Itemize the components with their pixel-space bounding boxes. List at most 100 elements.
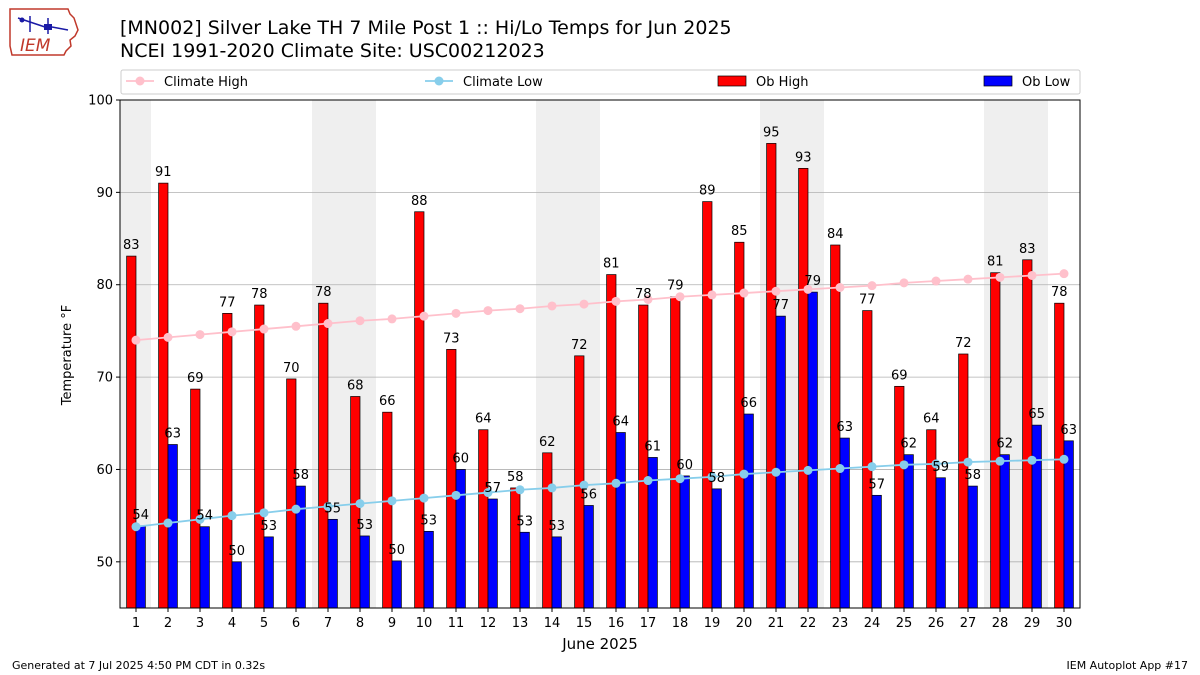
ob-high-bar-25 xyxy=(894,385,905,609)
ob-low-bar-23 xyxy=(839,437,850,609)
climate-low-point-5 xyxy=(259,508,269,518)
ob-high-label-20: 85 xyxy=(731,224,748,239)
climate-high-point-26 xyxy=(931,276,941,286)
climate-lines xyxy=(131,269,1069,532)
climate-high-point-16 xyxy=(611,296,621,306)
climate-high-line xyxy=(135,272,1065,342)
ob-low-label-9: 50 xyxy=(388,543,405,558)
ob-high-bar-12 xyxy=(478,429,489,609)
climate-low-point-29 xyxy=(1027,455,1037,465)
ob-high-bar-13 xyxy=(510,487,521,609)
climate-high-point-30 xyxy=(1059,269,1069,279)
climate-low-point-14 xyxy=(547,483,557,493)
ob-low-bar-27 xyxy=(967,485,978,609)
ob-high-bar-1 xyxy=(126,255,137,609)
ob-high-label-17: 78 xyxy=(635,287,652,302)
ob-low-bar-15 xyxy=(583,505,594,609)
x-tick-label-9: 9 xyxy=(388,616,396,631)
climate-high-point-7 xyxy=(323,319,333,329)
plot-frame xyxy=(119,99,1081,609)
climate-low-point-23 xyxy=(835,464,845,474)
legend-label-ob-low: Ob Low xyxy=(1022,75,1071,90)
ob-high-label-22: 93 xyxy=(795,150,812,165)
ob-high-label-7: 78 xyxy=(315,285,332,300)
ob-high-label-15: 72 xyxy=(571,338,588,353)
climate-high-point-2 xyxy=(163,332,173,342)
ob-low-label-17: 61 xyxy=(644,439,661,454)
climate-high-point-8 xyxy=(355,316,365,326)
legend-label-climate-high: Climate High xyxy=(164,75,248,90)
bar-value-labels: 83 54 91 63 69 54 77 50 78 53 70 58 78 55 68 53 66 50 88 53… xyxy=(123,125,1077,558)
x-tick-label-13: 13 xyxy=(512,616,529,631)
legend-marker-climate-low xyxy=(434,76,444,86)
x-tick-label-14: 14 xyxy=(544,616,561,631)
ob-high-label-2: 91 xyxy=(155,165,172,180)
ob-low-bar-25 xyxy=(903,454,914,609)
ob-high-bar-29 xyxy=(1022,259,1033,609)
ob-bars xyxy=(126,143,1074,609)
ob-low-bar-19 xyxy=(711,488,722,609)
y-tick-label-60: 60 xyxy=(96,463,113,478)
legend-label-ob-high: Ob High xyxy=(756,75,809,90)
climate-high-point-17 xyxy=(643,295,653,305)
climate-low-point-18 xyxy=(675,474,685,484)
climate-high-point-28 xyxy=(995,272,1005,282)
climate-low-point-30 xyxy=(1059,454,1069,464)
x-tick-label-29: 29 xyxy=(1024,616,1041,631)
y-axis: 50 60 70 80 90 100 xyxy=(88,94,120,570)
climate-low-point-11 xyxy=(451,490,461,500)
ob-low-label-10: 53 xyxy=(420,513,437,528)
footer-app: IEM Autoplot App #17 xyxy=(1066,659,1189,672)
ob-low-bar-13 xyxy=(519,531,530,609)
climate-low-point-21 xyxy=(771,467,781,477)
ob-low-label-24: 57 xyxy=(868,477,885,492)
legend-swatch-ob-low xyxy=(983,75,1013,87)
ob-low-bar-9 xyxy=(391,560,402,609)
climate-high-point-22 xyxy=(803,284,813,294)
climate-low-point-13 xyxy=(515,485,525,495)
climate-high-point-20 xyxy=(739,288,749,298)
ob-low-label-30: 63 xyxy=(1060,423,1077,438)
ob-high-label-29: 83 xyxy=(1019,242,1036,257)
x-tick-label-15: 15 xyxy=(576,616,593,631)
chart-title: [MN002] Silver Lake TH 7 Mile Post 1 :: … xyxy=(120,17,732,39)
y-tick-label-50: 50 xyxy=(96,555,113,570)
ob-low-label-14: 53 xyxy=(548,519,565,534)
ob-low-bar-22 xyxy=(807,291,818,609)
x-tick-label-22: 22 xyxy=(800,616,817,631)
x-tick-label-25: 25 xyxy=(896,616,913,631)
iem-logo: IEM xyxy=(9,8,79,56)
x-tick-label-16: 16 xyxy=(608,616,625,631)
climate-low-point-16 xyxy=(611,478,621,488)
climate-high-point-21 xyxy=(771,286,781,296)
ob-low-bar-29 xyxy=(1031,424,1042,609)
ob-low-bar-3 xyxy=(199,526,210,609)
ob-low-label-28: 62 xyxy=(996,437,1013,452)
ob-high-label-5: 78 xyxy=(251,287,268,302)
climate-low-point-28 xyxy=(995,456,1005,466)
climate-low-point-27 xyxy=(963,457,973,467)
y-tick-label-100: 100 xyxy=(88,94,113,109)
ob-low-bar-10 xyxy=(423,530,434,609)
climate-high-point-6 xyxy=(291,321,301,331)
ob-low-label-19: 58 xyxy=(708,471,725,486)
ob-high-label-1: 83 xyxy=(123,238,140,253)
x-tick-label-8: 8 xyxy=(356,616,364,631)
ob-high-bar-4 xyxy=(222,313,233,609)
ob-low-label-18: 60 xyxy=(676,458,693,473)
climate-low-point-3 xyxy=(195,514,205,524)
footer-generated: Generated at 7 Jul 2025 4:50 PM CDT in 0… xyxy=(12,659,266,672)
climate-high-point-18 xyxy=(675,292,685,302)
ob-low-bar-5 xyxy=(263,536,274,609)
ob-high-label-18: 79 xyxy=(667,279,684,294)
ob-high-label-21: 95 xyxy=(763,125,780,140)
ob-high-bar-18 xyxy=(670,296,681,609)
climate-high-point-27 xyxy=(963,274,973,284)
y-tick-label-70: 70 xyxy=(96,371,113,386)
ob-high-label-16: 81 xyxy=(603,257,620,272)
ob-high-label-24: 77 xyxy=(859,293,876,308)
ob-low-label-13: 53 xyxy=(516,514,533,529)
ob-low-label-11: 60 xyxy=(452,451,469,466)
ob-high-bar-19 xyxy=(702,201,713,609)
